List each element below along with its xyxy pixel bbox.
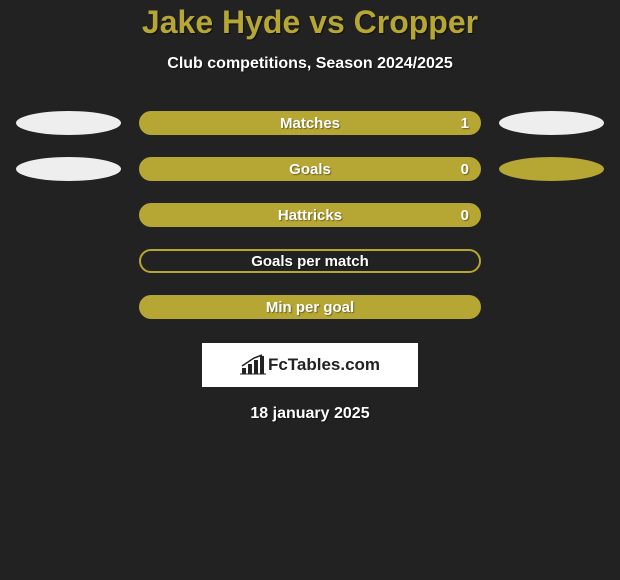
page-title: Jake Hyde vs Cropper	[142, 4, 478, 41]
stat-label: Goals per match	[251, 253, 369, 270]
stat-row: Matches 1	[10, 111, 610, 135]
left-badge	[16, 157, 121, 181]
subtitle: Club competitions, Season 2024/2025	[167, 55, 452, 73]
stat-value: 1	[461, 115, 469, 132]
stat-value: 0	[461, 207, 469, 224]
logo-text: FcTables.com	[268, 355, 380, 375]
oval-badge-light	[16, 157, 121, 181]
stat-row: Goals per match	[10, 249, 610, 273]
stat-row: Goals 0	[10, 157, 610, 181]
stat-bar-hollow: Goals per match	[139, 249, 481, 273]
oval-badge-light	[16, 111, 121, 135]
stat-row: Min per goal	[10, 295, 610, 319]
bar-chart-icon	[240, 354, 266, 376]
stat-value: 0	[461, 161, 469, 178]
date-text: 18 january 2025	[250, 405, 369, 423]
stats-rows: Matches 1 Goals 0 Hattricks	[10, 111, 610, 319]
stat-bar: Goals 0	[139, 157, 481, 181]
logo-box: FcTables.com	[202, 343, 418, 387]
stat-bar: Hattricks 0	[139, 203, 481, 227]
right-badge	[499, 111, 604, 135]
oval-badge-olive	[499, 157, 604, 181]
stat-row: Hattricks 0	[10, 203, 610, 227]
right-badge	[499, 157, 604, 181]
stat-bar: Matches 1	[139, 111, 481, 135]
stat-label: Matches	[280, 115, 340, 132]
stat-label: Hattricks	[278, 207, 342, 224]
oval-badge-light	[499, 111, 604, 135]
stat-bar: Min per goal	[139, 295, 481, 319]
stat-label: Goals	[289, 161, 331, 178]
stat-label: Min per goal	[266, 299, 354, 316]
left-badge	[16, 111, 121, 135]
infographic-container: Jake Hyde vs Cropper Club competitions, …	[0, 0, 620, 423]
